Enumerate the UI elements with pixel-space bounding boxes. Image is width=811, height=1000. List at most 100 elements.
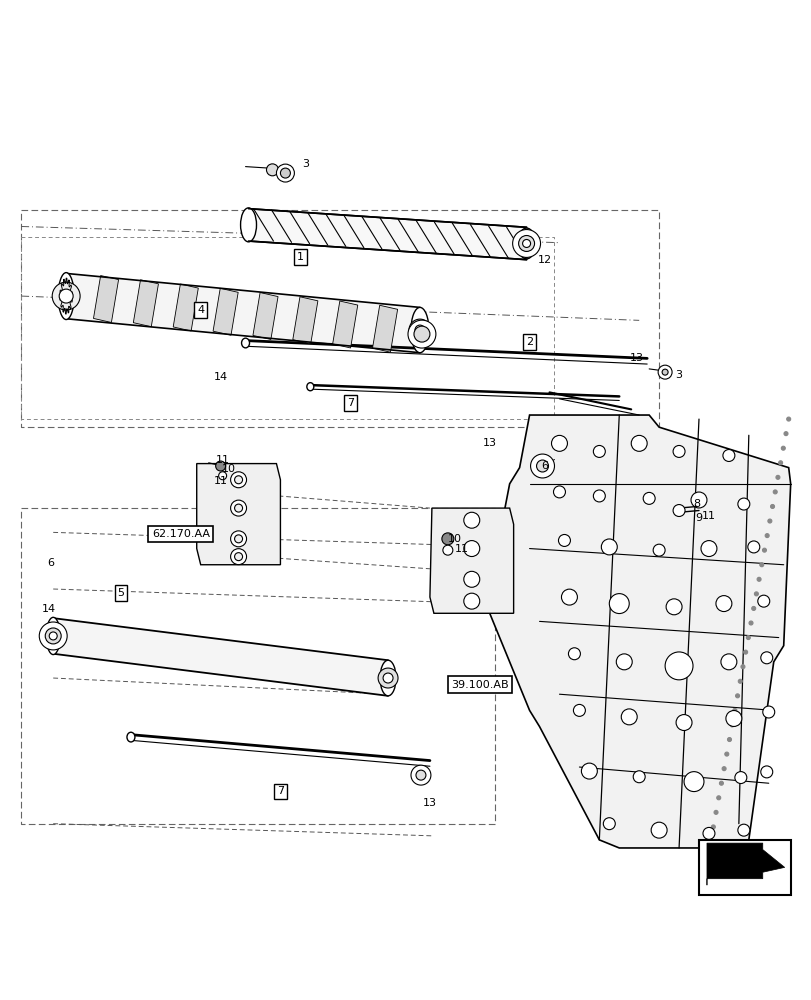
Circle shape (59, 289, 73, 303)
Circle shape (234, 553, 242, 561)
Circle shape (568, 648, 580, 660)
Ellipse shape (410, 307, 428, 353)
Circle shape (530, 454, 554, 478)
Circle shape (650, 822, 667, 838)
Ellipse shape (517, 228, 535, 259)
Circle shape (708, 839, 712, 843)
Circle shape (234, 476, 242, 484)
Text: 11: 11 (213, 476, 227, 486)
Polygon shape (212, 288, 238, 335)
Text: 1: 1 (297, 252, 303, 262)
Circle shape (442, 545, 453, 555)
Circle shape (409, 319, 431, 341)
Circle shape (603, 818, 615, 830)
Circle shape (266, 164, 278, 176)
Circle shape (732, 708, 736, 712)
Text: 8: 8 (693, 499, 700, 509)
Polygon shape (293, 297, 318, 344)
Circle shape (762, 706, 774, 718)
Ellipse shape (380, 660, 396, 696)
Circle shape (753, 592, 757, 596)
Polygon shape (248, 209, 526, 260)
Polygon shape (333, 301, 358, 348)
Circle shape (672, 505, 684, 516)
Circle shape (407, 320, 436, 348)
Ellipse shape (127, 732, 135, 742)
Circle shape (642, 492, 654, 504)
Text: 10: 10 (448, 534, 461, 544)
Circle shape (727, 738, 731, 742)
Circle shape (690, 492, 706, 508)
Circle shape (743, 650, 747, 654)
Circle shape (616, 654, 632, 670)
Text: 11: 11 (701, 511, 715, 521)
Text: 11: 11 (216, 455, 230, 465)
Circle shape (601, 539, 616, 555)
Circle shape (715, 596, 731, 612)
Circle shape (720, 654, 736, 670)
Text: 7: 7 (346, 398, 354, 408)
Circle shape (230, 472, 247, 488)
Ellipse shape (46, 617, 60, 655)
Polygon shape (173, 284, 198, 331)
Text: 13: 13 (423, 798, 436, 808)
Polygon shape (66, 273, 419, 353)
Circle shape (760, 766, 772, 778)
Circle shape (522, 239, 530, 247)
Circle shape (218, 472, 226, 480)
Circle shape (608, 594, 629, 614)
Circle shape (756, 577, 760, 581)
Polygon shape (487, 415, 790, 848)
Circle shape (652, 544, 664, 556)
Circle shape (770, 504, 774, 508)
Circle shape (463, 593, 479, 609)
Circle shape (216, 461, 225, 471)
Circle shape (383, 673, 393, 683)
Circle shape (560, 589, 577, 605)
Text: 6: 6 (48, 558, 54, 568)
Circle shape (760, 652, 772, 664)
Circle shape (463, 541, 479, 557)
Polygon shape (196, 464, 280, 565)
Circle shape (740, 665, 744, 669)
Circle shape (630, 435, 646, 451)
Text: 13: 13 (482, 438, 496, 448)
Circle shape (737, 498, 749, 510)
Text: 7: 7 (277, 786, 284, 796)
Circle shape (414, 326, 429, 342)
Circle shape (414, 325, 424, 335)
Circle shape (658, 365, 672, 379)
Circle shape (52, 282, 80, 310)
Circle shape (45, 628, 61, 644)
Circle shape (702, 827, 714, 839)
Circle shape (748, 621, 752, 625)
Circle shape (757, 595, 769, 607)
Text: 5: 5 (118, 588, 124, 598)
Circle shape (551, 435, 567, 451)
Circle shape (762, 548, 766, 552)
Polygon shape (429, 508, 513, 613)
Circle shape (230, 531, 247, 547)
Polygon shape (93, 276, 118, 322)
Text: 3: 3 (302, 159, 308, 169)
Circle shape (620, 709, 637, 725)
Circle shape (378, 668, 397, 688)
Text: 9: 9 (694, 513, 702, 523)
Circle shape (665, 599, 681, 615)
Text: 39.100.AB: 39.100.AB (450, 680, 508, 690)
Circle shape (517, 235, 535, 252)
Circle shape (463, 571, 479, 587)
Circle shape (441, 533, 453, 545)
Circle shape (522, 239, 530, 247)
Circle shape (230, 500, 247, 516)
Text: 10: 10 (221, 464, 235, 474)
Circle shape (735, 694, 739, 698)
Polygon shape (706, 843, 783, 885)
Circle shape (683, 772, 703, 792)
Circle shape (737, 679, 741, 683)
Ellipse shape (307, 383, 313, 391)
Circle shape (719, 781, 723, 785)
Circle shape (553, 486, 564, 498)
Circle shape (280, 168, 290, 178)
Circle shape (700, 541, 716, 557)
